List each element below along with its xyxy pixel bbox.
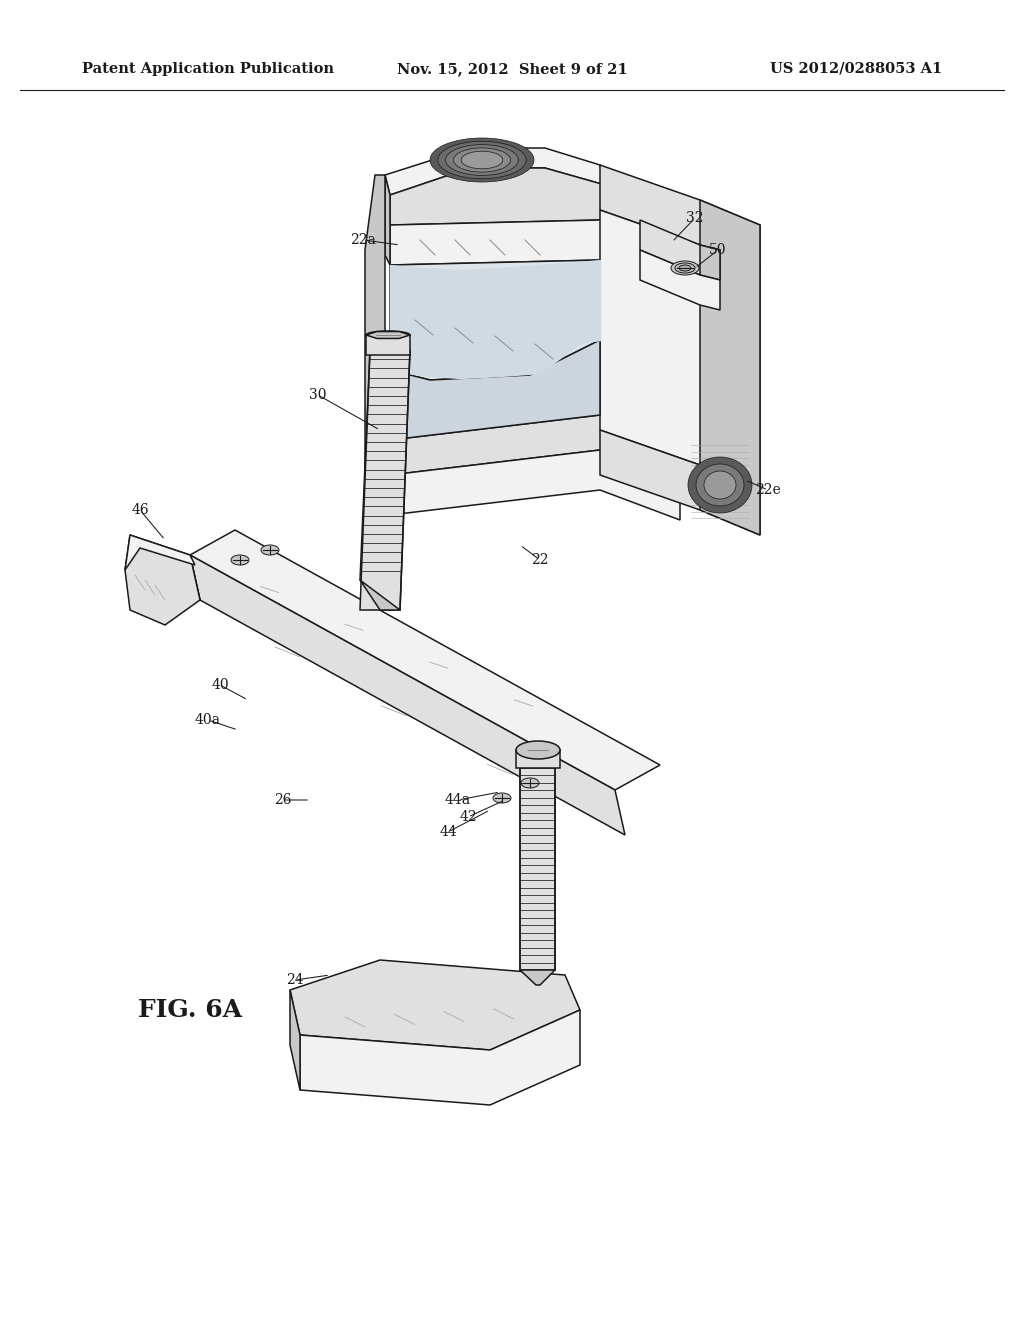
Ellipse shape	[671, 261, 699, 275]
Polygon shape	[366, 335, 410, 355]
Polygon shape	[390, 450, 680, 520]
Polygon shape	[385, 176, 390, 265]
Ellipse shape	[461, 152, 503, 169]
Polygon shape	[190, 531, 660, 789]
Text: 30: 30	[309, 388, 327, 403]
Polygon shape	[516, 750, 560, 768]
Polygon shape	[390, 341, 600, 440]
Ellipse shape	[696, 465, 744, 506]
Polygon shape	[390, 220, 680, 290]
Ellipse shape	[521, 777, 539, 788]
Polygon shape	[125, 535, 200, 624]
Text: US 2012/0288053 A1: US 2012/0288053 A1	[770, 62, 942, 77]
Polygon shape	[365, 176, 385, 510]
Text: Nov. 15, 2012  Sheet 9 of 21: Nov. 15, 2012 Sheet 9 of 21	[396, 62, 628, 77]
Ellipse shape	[679, 265, 691, 271]
Polygon shape	[290, 990, 300, 1090]
Text: 42: 42	[459, 810, 477, 824]
Ellipse shape	[438, 141, 526, 178]
Polygon shape	[600, 210, 760, 490]
Text: 32: 32	[686, 211, 703, 224]
Text: 40: 40	[211, 678, 228, 692]
Polygon shape	[125, 535, 195, 570]
Text: 50: 50	[710, 243, 727, 257]
Text: 22a: 22a	[350, 234, 376, 247]
Polygon shape	[366, 331, 410, 338]
Polygon shape	[390, 414, 680, 480]
Polygon shape	[300, 1010, 580, 1105]
Ellipse shape	[705, 471, 736, 499]
Polygon shape	[290, 960, 580, 1049]
Text: Patent Application Publication: Patent Application Publication	[82, 62, 334, 77]
Text: 46: 46	[131, 503, 148, 517]
Polygon shape	[600, 430, 760, 535]
Ellipse shape	[445, 145, 518, 176]
Text: 22e: 22e	[755, 483, 781, 498]
Text: 44a: 44a	[445, 793, 471, 807]
Ellipse shape	[454, 148, 511, 172]
Text: 40a: 40a	[195, 713, 221, 727]
Polygon shape	[600, 165, 760, 271]
Polygon shape	[360, 579, 400, 610]
Polygon shape	[390, 260, 600, 380]
Ellipse shape	[688, 457, 752, 513]
Text: 22: 22	[531, 553, 549, 568]
Polygon shape	[360, 350, 410, 610]
Polygon shape	[385, 148, 605, 195]
Text: FIG. 6A: FIG. 6A	[138, 998, 242, 1022]
Polygon shape	[520, 970, 555, 985]
Ellipse shape	[430, 139, 534, 182]
Polygon shape	[700, 246, 720, 280]
Polygon shape	[390, 168, 680, 249]
Text: 24: 24	[286, 973, 304, 987]
Ellipse shape	[675, 263, 695, 273]
Ellipse shape	[516, 741, 560, 759]
Polygon shape	[190, 554, 625, 836]
Text: 26: 26	[274, 793, 292, 807]
Ellipse shape	[261, 545, 279, 554]
Polygon shape	[385, 440, 390, 515]
Ellipse shape	[231, 554, 249, 565]
Polygon shape	[640, 220, 720, 280]
Polygon shape	[640, 249, 720, 310]
Text: 44: 44	[439, 825, 457, 840]
Ellipse shape	[366, 331, 410, 339]
Polygon shape	[520, 760, 555, 970]
Polygon shape	[700, 201, 760, 535]
Ellipse shape	[493, 793, 511, 803]
Polygon shape	[160, 554, 200, 605]
